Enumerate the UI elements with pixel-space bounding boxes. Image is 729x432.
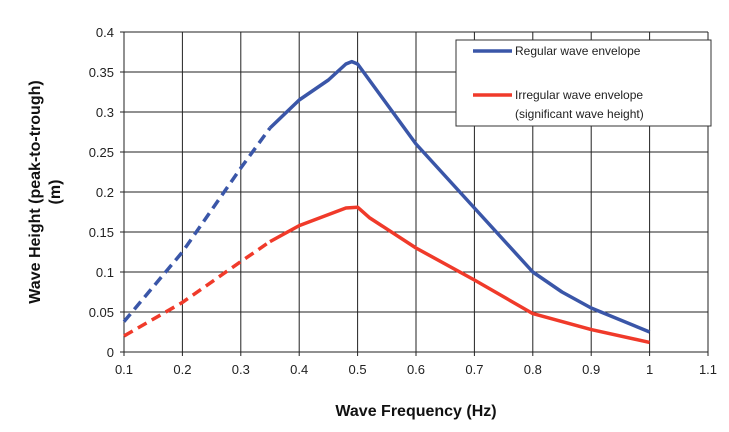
series-1-solid-line (269, 205, 650, 345)
x-tick-label: 0.7 (465, 362, 483, 377)
y-axis-label-line1: Wave Height (peak-to-trough) (27, 80, 44, 303)
legend-label-irregular-sub: (significant wave height) (515, 107, 644, 121)
series-lines (122, 59, 651, 345)
series-0-dashed-line (122, 126, 272, 323)
y-tick-label: 0.35 (89, 65, 114, 80)
x-tick-label: 1.1 (699, 362, 717, 377)
legend-label-regular: Regular wave envelope (515, 44, 641, 58)
x-tick-label: 0.9 (582, 362, 600, 377)
x-tick-label: 0.6 (407, 362, 425, 377)
legend-label-irregular: Irregular wave envelope (515, 88, 643, 102)
y-axis-label-line2: (m) (47, 180, 64, 205)
tick-labels: 0.1 0.2 0.3 0.4 0.5 0.6 0.7 0.8 0.9 1 1.1 0 0.05 0.1 0… (89, 25, 717, 377)
x-tick-label: 0.2 (173, 362, 191, 377)
x-tick-label: 0.4 (290, 362, 308, 377)
y-tick-label: 0 (107, 345, 114, 360)
y-tick-label: 0.4 (96, 25, 114, 40)
legend: Regular wave envelope Irregular wave env… (455, 39, 712, 127)
x-tick-label: 0.5 (349, 362, 367, 377)
series-0-solid-line (268, 59, 651, 334)
series-1-dashed-line (123, 240, 271, 338)
y-tick-label: 0.05 (89, 305, 114, 320)
x-tick-label: 0.8 (524, 362, 542, 377)
y-tick-label: 0.2 (96, 185, 114, 200)
legend-box (455, 39, 712, 127)
x-tick-label: 0.1 (115, 362, 133, 377)
y-tick-label: 0.15 (89, 225, 114, 240)
y-tick-label: 0.25 (89, 145, 114, 160)
x-tick-label: 1 (646, 362, 653, 377)
x-tick-label: 0.3 (232, 362, 250, 377)
y-tick-label: 0.1 (96, 265, 114, 280)
x-axis-label: Wave Frequency (Hz) (335, 403, 496, 420)
y-tick-label: 0.3 (96, 105, 114, 120)
